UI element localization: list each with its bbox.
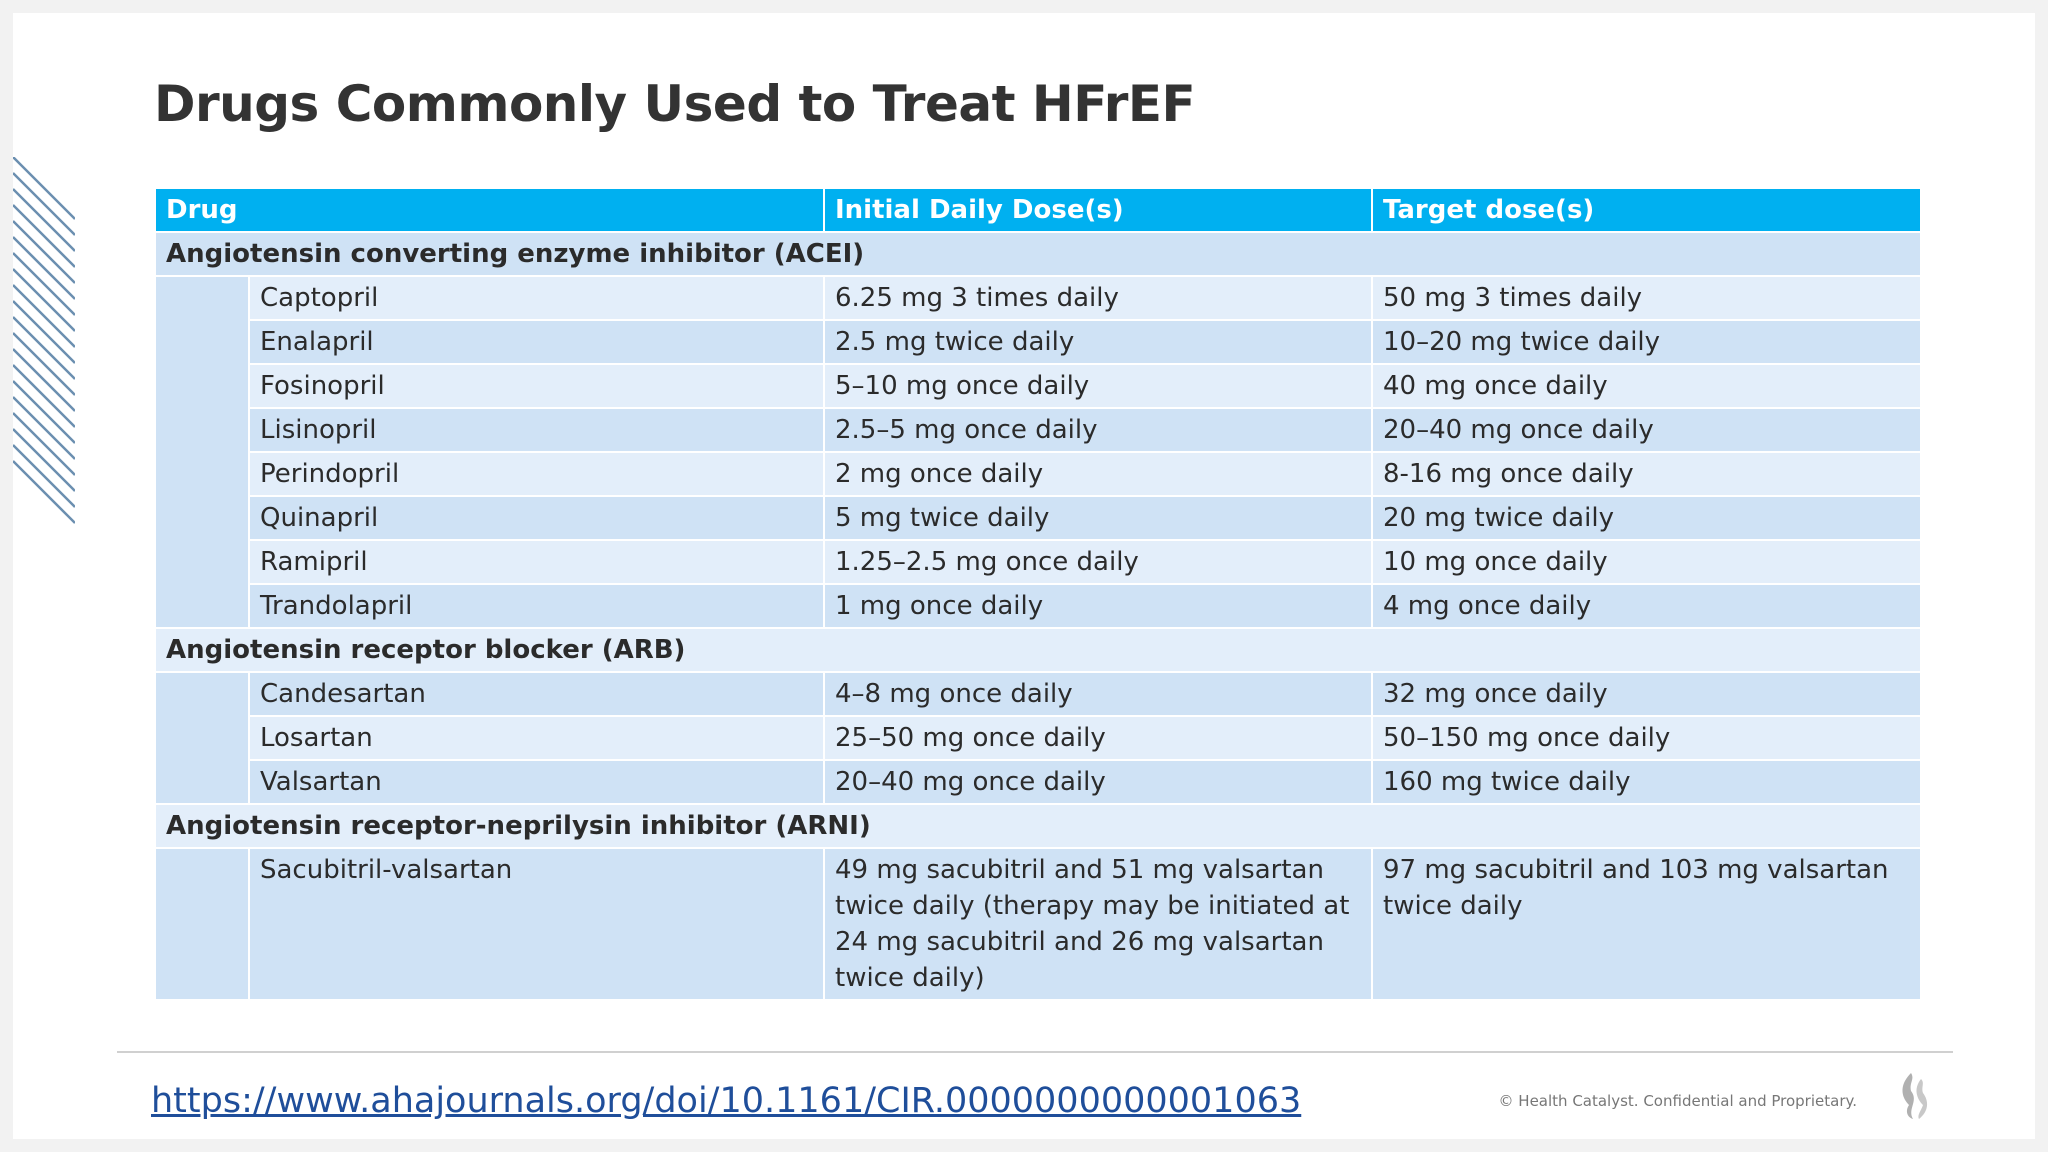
group-label: Angiotensin receptor-neprilysin inhibito… [154, 803, 1922, 849]
cell: 20 mg twice daily [1371, 495, 1922, 541]
drug-row: Sacubitril-valsartan 49 mg sacubitril and… [154, 847, 1922, 1001]
drug-row: Ramipril 1.25–2.5 mg once daily 10 mg once… [155, 539, 1922, 585]
cell: Losartan [248, 715, 825, 761]
drug-row: Quinapril 5 mg twice daily 20 mg twice dai… [155, 495, 1922, 541]
cell: Quinapril [248, 495, 825, 541]
drug-row: Enalapril 2.5 mg twice daily 10–20 mg twic… [155, 319, 1922, 365]
cell: 25–50 mg once daily [823, 715, 1373, 761]
cell: Valsartan [248, 759, 825, 805]
cell: Candesartan [248, 671, 825, 717]
slide: Drugs Commonly Used to Treat HFrEF Drug I… [13, 13, 2035, 1139]
cell: Fosinopril [248, 363, 825, 409]
cell: 5–10 mg once daily [823, 363, 1373, 409]
cell: 5 mg twice daily [823, 495, 1373, 541]
drug-row: Candesartan 4–8 mg once daily 32 mg once d… [154, 671, 1922, 805]
cell: 20–40 mg once daily [823, 759, 1373, 805]
cell: Captopril [248, 275, 825, 321]
column-header: Initial Daily Dose(s) [823, 187, 1373, 233]
copyright: © Health Catalyst. Confidential and Prop… [1498, 1092, 1857, 1110]
cell: Lisinopril [248, 407, 825, 453]
cell: 2 mg once daily [823, 451, 1373, 497]
group-row: Angiotensin receptor blocker (ARB) [154, 627, 1922, 673]
column-header: Drug [154, 187, 825, 233]
cell: 10–20 mg twice daily [1371, 319, 1922, 365]
group-label: Angiotensin converting enzyme inhibitor … [154, 231, 1922, 277]
cell: 40 mg once daily [1371, 363, 1922, 409]
drug-row: Perindopril 2 mg once daily 8-16 mg once d… [155, 451, 1922, 497]
cell: 50 mg 3 times daily [1371, 275, 1922, 321]
indent-cell [154, 275, 250, 629]
indent-cell [154, 847, 250, 1001]
cell: Sacubitril-valsartan [248, 847, 825, 1001]
title: Drugs Commonly Used to Treat HFrEF [154, 75, 1196, 133]
group-row: Angiotensin converting enzyme inhibitor … [154, 231, 1922, 277]
source-link[interactable]: https://www.ahajournals.org/doi/10.1161/… [151, 1081, 1302, 1121]
cell: Trandolapril [248, 583, 825, 629]
dose-table: Drug Initial Daily Dose(s) Target dose(s) A… [154, 187, 1922, 1001]
logo [1902, 1073, 1928, 1119]
drug-row: Losartan 25–50 mg once daily 50–150 mg onc… [155, 715, 1922, 761]
drug-row: Captopril 6.25 mg 3 times daily 50 mg 3 ti… [154, 275, 1922, 629]
cell: 1 mg once daily [823, 583, 1373, 629]
cell: Perindopril [248, 451, 825, 497]
decoration-stripes [13, 157, 75, 524]
cell: 4 mg once daily [1371, 583, 1922, 629]
cell: 50–150 mg once daily [1371, 715, 1922, 761]
cell: Enalapril [248, 319, 825, 365]
cell: 4–8 mg once daily [823, 671, 1373, 717]
group-row: Angiotensin receptor-neprilysin inhibito… [154, 803, 1922, 849]
drug-row: Lisinopril 2.5–5 mg once daily 20–40 mg on… [155, 407, 1922, 453]
cell: 6.25 mg 3 times daily [823, 275, 1373, 321]
column-header: Target dose(s) [1371, 187, 1922, 233]
drug-row: Trandolapril 1 mg once daily 4 mg once dai… [155, 583, 1922, 629]
header-row: Drug Initial Daily Dose(s) Target dose(s) [154, 187, 1922, 233]
drug-row: Fosinopril 5–10 mg once daily 40 mg once d… [155, 363, 1922, 409]
cell: 2.5 mg twice daily [823, 319, 1373, 365]
cell: 10 mg once daily [1371, 539, 1922, 585]
drug-row: Valsartan 20–40 mg once daily 160 mg twice… [155, 759, 1922, 805]
cell: 20–40 mg once daily [1371, 407, 1922, 453]
cell: 2.5–5 mg once daily [823, 407, 1373, 453]
cell: 97 mg sacubitril and 103 mg valsartan tw… [1371, 847, 1922, 1001]
group-label: Angiotensin receptor blocker (ARB) [154, 627, 1922, 673]
cell: 1.25–2.5 mg once daily [823, 539, 1373, 585]
indent-cell [154, 671, 250, 805]
cell: 8-16 mg once daily [1371, 451, 1922, 497]
cell: 32 mg once daily [1371, 671, 1922, 717]
cell: Ramipril [248, 539, 825, 585]
cell: 160 mg twice daily [1371, 759, 1922, 805]
divider [117, 1051, 1953, 1053]
cell: 49 mg sacubitril and 51 mg valsartan twi… [823, 847, 1373, 1001]
